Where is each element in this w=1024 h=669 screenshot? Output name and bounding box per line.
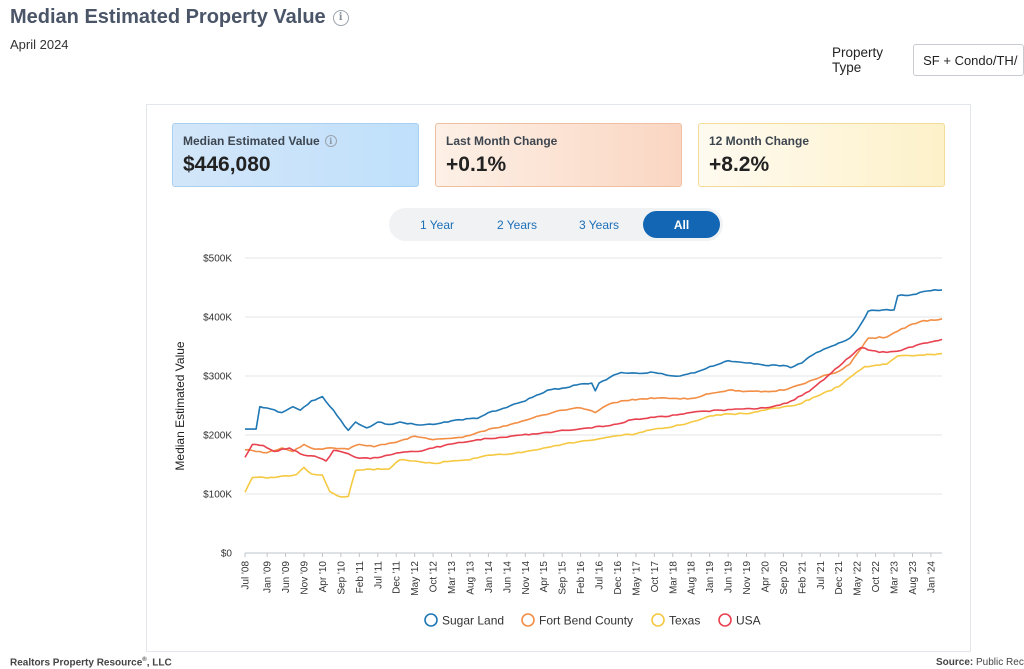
info-icon[interactable]: i [324,135,337,147]
legend-item-sugar-land[interactable]: Sugar Land [424,613,504,628]
property-type-label: Property Type [832,45,884,75]
range-2-years-button[interactable]: 2 Years [496,217,538,232]
property-type-filter: Property Type SF + Condo/TH/ [832,44,1024,76]
footer-credit-text: Realtors Property Resource [10,657,143,669]
median-value: $446,080 [183,153,271,176]
legend-item-fort-bend-county[interactable]: Fort Bend County [521,613,633,628]
range-selector: 1 Year 2 Years 3 Years All [389,208,723,241]
legend-label: Texas [669,614,700,628]
legend-marker [651,613,665,627]
range-1-year-button[interactable]: 1 Year [419,217,455,232]
chart-panel [146,104,971,652]
median-value-label-text: Median Estimated Value [183,134,320,148]
footer-source-label: Source: [936,657,974,668]
last-month-change-label: Last Month Change [446,134,558,148]
range-all-button[interactable]: All [643,211,720,238]
footer-source: Source: Public Rec [936,657,1024,668]
last-month-change-card: Last Month Change +0.1% [435,123,682,187]
legend-marker [521,613,535,627]
footer-credit-suffix: , LLC [146,657,172,669]
footer-source-value: Public Rec [976,657,1024,668]
legend-label: Fort Bend County [539,614,633,628]
legend-label: Sugar Land [442,614,504,628]
page-title-text: Median Estimated Property Value [10,6,326,28]
median-value-label: Median Estimated Value i [183,134,408,148]
legend-item-texas[interactable]: Texas [651,613,700,628]
range-3-years-button[interactable]: 3 Years [578,217,620,232]
info-icon[interactable]: i [332,9,349,26]
page-title: Median Estimated Property Value i [10,6,349,29]
footer-credit: Realtors Property Resource®, LLC [10,657,172,668]
median-value-card: Median Estimated Value i $446,080 [172,123,419,187]
legend-item-usa[interactable]: USA [718,613,761,628]
legend-label: USA [736,614,761,628]
twelve-month-change-value: +8.2% [709,153,770,176]
legend-marker [424,613,438,627]
page-subtitle: April 2024 [10,37,69,52]
twelve-month-change-label: 12 Month Change [709,134,810,148]
last-month-change-value: +0.1% [446,153,507,176]
legend-marker [718,613,732,627]
twelve-month-change-card: 12 Month Change +8.2% [698,123,945,187]
property-type-select[interactable]: SF + Condo/TH/ [913,44,1024,76]
registered-mark: ® [142,657,147,663]
